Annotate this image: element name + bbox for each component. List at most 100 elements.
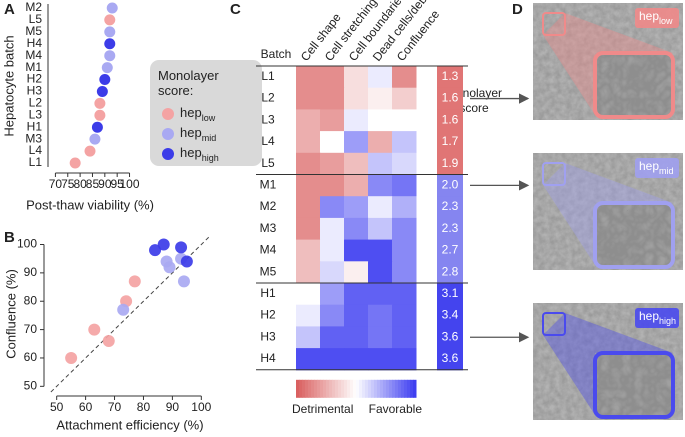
colorbar-step xyxy=(401,379,405,398)
dot xyxy=(104,50,116,62)
y-tick-label: M3 xyxy=(25,131,42,145)
heat-cell xyxy=(320,152,345,175)
colorbar-step xyxy=(356,379,360,398)
x-tick-label: 50 xyxy=(50,400,64,414)
y-tick-label: 60 xyxy=(24,350,38,364)
colorbar-step xyxy=(323,379,327,398)
score-label: 3.1 xyxy=(442,286,459,300)
colorbar-step xyxy=(392,379,396,398)
legend-title: Monolayer score: xyxy=(158,68,219,98)
colorbar-step xyxy=(305,379,309,398)
heat-cell xyxy=(368,66,393,89)
heat-cell xyxy=(392,152,417,175)
colorbar-step xyxy=(341,379,345,398)
heat-cell xyxy=(392,261,417,284)
heat-cell xyxy=(296,196,321,219)
colorbar-step xyxy=(398,379,402,398)
panel-letter: C xyxy=(230,1,241,18)
point xyxy=(175,241,188,254)
label-sub: low xyxy=(659,16,673,26)
row-header: Batch xyxy=(261,47,292,61)
dot xyxy=(104,38,116,50)
y-tick-label: M5 xyxy=(25,24,42,38)
heat-cell xyxy=(296,66,321,89)
label-base: hep xyxy=(180,125,202,140)
heat-cell xyxy=(320,196,345,219)
heat-cell xyxy=(344,261,369,284)
y-tick-label: 80 xyxy=(24,293,38,307)
score-label: 2.3 xyxy=(442,199,459,213)
colorbar-step xyxy=(320,379,324,398)
score-label: 1.9 xyxy=(442,156,459,170)
x-tick-label: 85 xyxy=(86,177,100,191)
dot xyxy=(101,62,113,74)
heat-cell xyxy=(368,196,393,219)
point xyxy=(128,275,141,288)
x-tick-label: 75 xyxy=(61,177,75,191)
heat-cell xyxy=(344,283,369,306)
dot xyxy=(69,157,81,169)
row-label: L3 xyxy=(261,112,275,126)
score-label: 2.7 xyxy=(442,243,459,257)
dot xyxy=(94,97,106,109)
heat-cell xyxy=(320,283,345,306)
colorbar-step xyxy=(389,379,393,398)
heat-cell xyxy=(344,196,369,219)
heat-cell xyxy=(320,87,345,110)
colorbar-step xyxy=(335,379,339,398)
x-tick-label: 90 xyxy=(166,400,180,414)
x-tick-label: 100 xyxy=(191,400,211,414)
heat-cell xyxy=(296,261,321,284)
image-tag xyxy=(635,8,679,28)
heat-cell xyxy=(320,239,345,262)
zoom-frame xyxy=(593,351,675,419)
colorbar-step xyxy=(368,379,372,398)
image-label: hepmid xyxy=(639,159,674,176)
point xyxy=(65,351,78,364)
zoom-image xyxy=(595,203,673,267)
heat-cell xyxy=(320,217,345,241)
score-cell xyxy=(437,283,463,306)
heat-cell xyxy=(392,66,417,89)
y-tick-label: L1 xyxy=(29,155,43,169)
label-sub: high xyxy=(659,316,676,326)
colorbar-step xyxy=(365,379,369,398)
heat-cell xyxy=(344,217,369,241)
zoom-frame xyxy=(593,201,675,269)
label-base: hep xyxy=(639,159,659,173)
heat-cell xyxy=(296,283,321,306)
colorbar-step xyxy=(338,379,342,398)
label-base: hep xyxy=(639,309,659,323)
x-tick-label: 80 xyxy=(73,177,87,191)
heat-cell xyxy=(320,304,345,327)
y-tick-label: H2 xyxy=(27,72,43,86)
score-cell xyxy=(437,174,463,197)
colorbar-step xyxy=(395,379,399,398)
legend-swatch xyxy=(162,128,174,140)
image-label: heplow xyxy=(639,9,673,26)
score-cell xyxy=(437,196,463,219)
heat-cell xyxy=(392,239,417,262)
colorbar-step xyxy=(404,379,408,398)
colorbar-step xyxy=(362,379,366,398)
y-tick-label: L2 xyxy=(29,96,43,110)
heat-cell xyxy=(392,87,417,110)
label-base: hep xyxy=(180,105,202,120)
row-label: L2 xyxy=(261,91,275,105)
y-axis-title: Confluence (%) xyxy=(3,269,18,359)
legend-label: hephigh xyxy=(180,145,219,163)
heat-cell xyxy=(392,283,417,306)
score-label: 1.3 xyxy=(442,69,459,83)
colorbar-step xyxy=(299,379,303,398)
heat-cell xyxy=(368,131,393,154)
heat-cell xyxy=(392,326,417,349)
zoom-frame xyxy=(593,51,675,119)
heat-cell xyxy=(368,304,393,327)
label-sub: mid xyxy=(202,133,217,143)
heat-cell xyxy=(368,152,393,175)
score-label: 2.8 xyxy=(442,264,459,278)
y-tick-label: 90 xyxy=(24,265,38,279)
y-tick-label: 50 xyxy=(24,378,38,392)
label-sub: high xyxy=(202,153,219,163)
